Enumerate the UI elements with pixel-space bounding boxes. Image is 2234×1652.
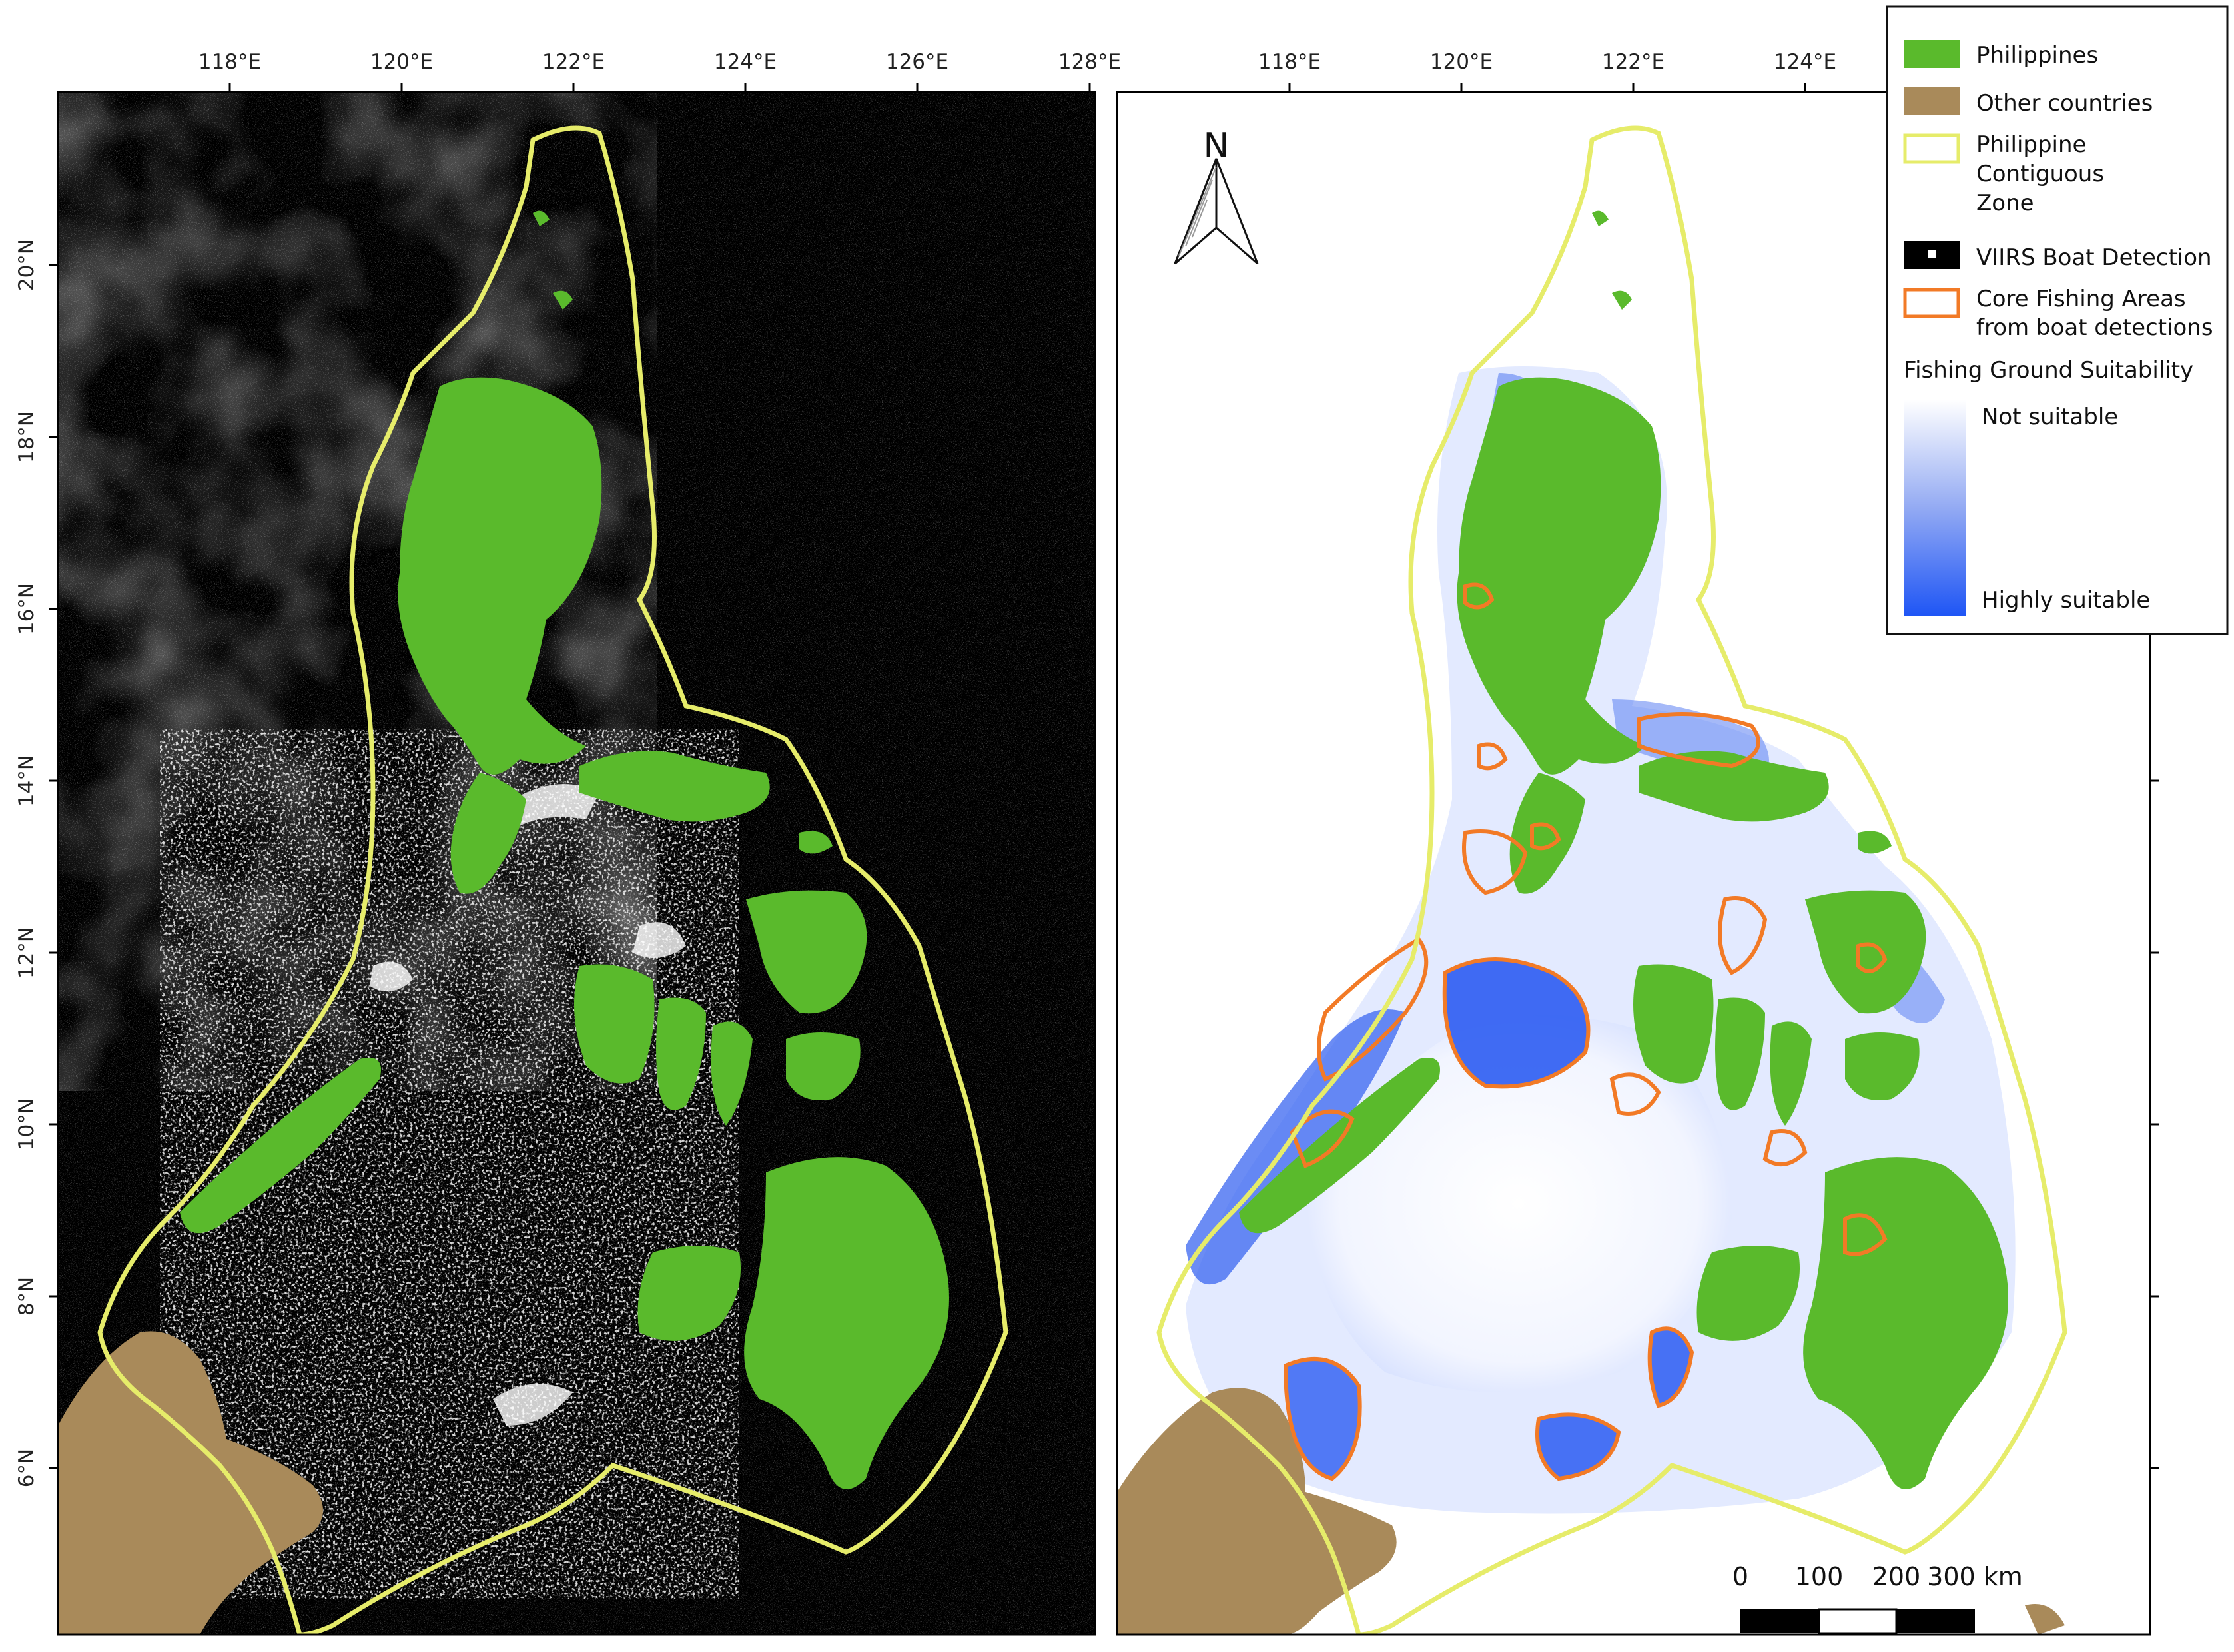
scale-bar-label: 100 [1795,1562,1844,1591]
other-countries-swatch [1904,87,1960,115]
lon-tick-label: 124°E [714,50,777,74]
scale-bar: 0 100 200 300 km [1732,1562,2023,1635]
core-fishing-swatch [1903,288,1960,318]
left-lat-ticks [49,264,58,1469]
legend-label-other-countries: Other countries [1976,90,2153,117]
contiguous-zone-outline [97,125,1008,1635]
legend-label-boat-detection: VIIRS Boat Detection [1976,244,2212,271]
right-lon-ticks [1288,83,1806,92]
core-fishing-areas [1283,582,1888,1481]
lon-tick-label: 126°E [886,50,948,74]
lon-tick-label: 118°E [198,50,261,74]
philippines-swatch [1904,40,1960,68]
lon-tick-label: 122°E [1602,50,1665,74]
legend-label-core-fishing: Core Fishing Areas [1976,286,2186,312]
lat-tick-label: 6°N [15,1449,39,1487]
lat-tick-label: 8°N [15,1277,39,1316]
lat-tick-label: 14°N [15,755,39,807]
borneo-land [58,1331,323,1635]
suitability-ramp [1904,400,1966,616]
legend-label-philippines: Philippines [1976,42,2098,69]
left-lat-tick-labels: 20°N 18°N 16°N 14°N 12°N 10°N 8°N 6°N [15,239,39,1487]
legend-label-core-fishing: from boat detections [1976,314,2213,341]
left-lon-ticks [228,83,1091,92]
north-arrow: N [1174,126,1259,265]
lat-tick-label: 16°N [15,583,39,635]
lon-tick-label: 124°E [1774,50,1836,74]
lat-tick-label: 12°N [15,927,39,979]
north-arrow-label: N [1204,126,1230,166]
lon-tick-label: 120°E [1430,50,1493,74]
legend-label-contiguous-zone: Zone [1976,190,2034,216]
scale-bar-label: 300 km [1927,1562,2023,1591]
legend: Philippines Other countries Philippine C… [1886,5,2229,635]
borneo-land [2025,1604,2065,1635]
lon-tick-label: 120°E [370,50,433,74]
philippines-land [1239,210,2008,1489]
borneo-land [1117,1388,1397,1635]
legend-suitability-title: Fishing Ground Suitability [1904,357,2193,384]
philippines-land [180,210,949,1489]
lon-tick-label: 122°E [542,50,605,74]
legend-label-contiguous-zone: Philippine [1976,131,2086,158]
legend-suitability-high: Highly suitable [1982,587,2150,614]
left-lon-tick-labels: 118°E 120°E 122°E 124°E 126°E 128°E [198,50,1121,74]
lon-tick-label: 128°E [1058,50,1121,74]
scale-bar-label: 0 [1732,1562,1748,1591]
lat-tick-label: 18°N [15,411,39,463]
right-lon-tick-labels: 118°E 120°E 122°E 124°E [1258,50,1836,74]
contiguous-zone-outline [1156,125,2067,1635]
lat-tick-label: 20°N [15,239,39,291]
lat-tick-label: 10°N [15,1098,39,1150]
legend-suitability-low: Not suitable [1982,404,2118,430]
scale-bar-label: 200 [1872,1562,1921,1591]
boat-detection-dot-icon [1928,250,1936,258]
legend-label-contiguous-zone: Contiguous [1976,161,2104,187]
boat-detection-map: 118°E 120°E 122°E 124°E 126°E 128°E 20°N… [15,50,1121,1636]
lon-tick-label: 118°E [1258,50,1321,74]
contiguous-zone-swatch [1903,133,1960,164]
